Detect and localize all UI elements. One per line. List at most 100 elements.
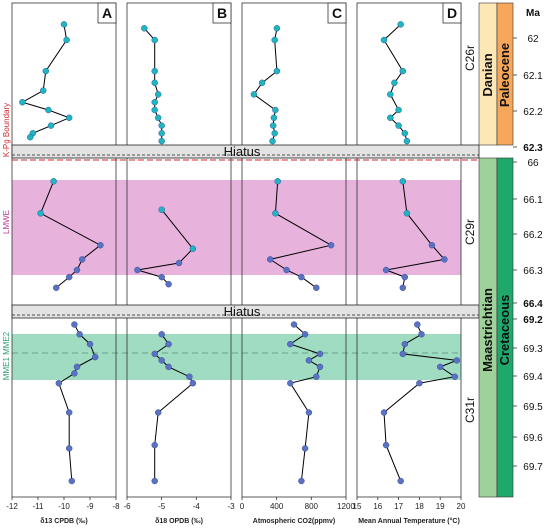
- data-point: [158, 206, 165, 213]
- data-point: [403, 137, 411, 145]
- x-axis-title-a: δ13 CPDB (‰): [40, 518, 87, 525]
- data-point: [141, 25, 148, 32]
- data-point: [269, 137, 276, 145]
- data-point: [298, 273, 305, 281]
- data-point: [154, 91, 162, 98]
- data-point: [71, 321, 78, 328]
- age-tick-label: 66.3: [523, 266, 543, 277]
- data-point: [273, 67, 281, 75]
- data-point: [73, 363, 81, 371]
- data-point: [401, 273, 408, 281]
- data-point: [301, 445, 309, 452]
- data-point: [453, 357, 460, 364]
- x-tick-label: 15: [353, 502, 362, 511]
- lmwe-label: LMWE: [2, 210, 11, 234]
- lmwe-band: [12, 180, 461, 275]
- epoch-label-cretaceous: Cretaceous: [497, 295, 512, 366]
- data-point: [290, 321, 298, 328]
- x-tick-label: 0: [240, 502, 245, 511]
- series-line: [253, 28, 278, 142]
- data-point: [42, 67, 49, 75]
- data-point: [165, 363, 172, 371]
- data-point: [71, 370, 78, 377]
- data-point: [40, 87, 47, 94]
- age-tick-label: 66.2: [523, 230, 543, 241]
- age-tick-label: 69.6: [523, 433, 543, 444]
- data-point: [298, 477, 305, 485]
- series-line: [383, 24, 408, 142]
- data-point: [272, 210, 279, 217]
- panel-letter-box: [97, 2, 117, 24]
- data-point: [418, 331, 425, 338]
- data-point: [387, 91, 394, 98]
- x-tick-label: 18: [415, 502, 424, 511]
- hiatus-label-upper: Hiatus: [224, 144, 261, 159]
- x-tick-label: 16: [373, 502, 382, 511]
- data-point: [151, 477, 158, 485]
- data-point: [428, 241, 436, 249]
- magnetochron-label: C26r: [463, 45, 477, 71]
- data-point: [73, 266, 81, 274]
- data-point: [50, 178, 57, 185]
- x-tick-label: 17: [394, 502, 403, 511]
- x-tick-label: -12: [6, 502, 18, 511]
- stage-label-danian: Danian: [480, 53, 495, 96]
- data-point: [316, 350, 324, 358]
- data-point: [65, 409, 73, 416]
- data-point: [401, 130, 408, 137]
- data-point: [91, 353, 99, 361]
- data-point: [68, 477, 76, 485]
- data-point: [154, 409, 162, 416]
- data-point: [391, 79, 398, 87]
- panel-d-series: [380, 21, 460, 485]
- x-tick-label: 400: [270, 502, 284, 511]
- data-point: [65, 114, 73, 122]
- data-point: [78, 256, 86, 263]
- hiatus-label-lower: Hiatus: [224, 304, 261, 319]
- age-tick-label: 66.4: [523, 299, 543, 310]
- data-point: [272, 106, 279, 114]
- data-point: [451, 373, 458, 380]
- data-point: [380, 409, 388, 416]
- data-point: [151, 79, 158, 87]
- data-point: [395, 106, 402, 114]
- age-tick-label: 69.4: [523, 372, 543, 383]
- panel-frame-c: [241, 2, 347, 498]
- data-point: [270, 114, 278, 122]
- x-axis-title-d: Mean Annual Temperature (°C): [358, 517, 460, 525]
- data-point: [27, 133, 34, 141]
- panel-c-series: [250, 25, 335, 485]
- data-point: [186, 373, 193, 380]
- data-point: [165, 281, 172, 288]
- data-point: [313, 284, 320, 291]
- data-point: [158, 122, 165, 129]
- panel-letter-a: A: [102, 5, 112, 21]
- x-axis-title-c: Atmospheric CO2(ppmv): [253, 518, 335, 525]
- data-point: [97, 241, 104, 249]
- age-tick-label: 69.3: [523, 344, 543, 355]
- data-point: [55, 380, 62, 387]
- x-tick-label: -6: [123, 502, 131, 511]
- x-tick-label: 1200: [337, 502, 355, 511]
- data-point: [271, 36, 278, 44]
- panel-frame-d: [356, 2, 462, 498]
- x-tick-label: -10: [58, 502, 70, 511]
- age-tick-label: 66: [527, 158, 539, 169]
- data-point: [437, 363, 444, 371]
- series-line: [153, 334, 194, 481]
- data-point: [399, 178, 406, 185]
- data-point: [19, 98, 26, 106]
- data-point: [395, 122, 402, 129]
- age-tick-label: 62.2: [523, 107, 543, 118]
- data-point: [151, 350, 158, 358]
- x-tick-label: 800: [305, 502, 319, 511]
- data-point: [189, 380, 197, 387]
- series-line: [21, 24, 71, 138]
- x-tick-label: -9: [86, 502, 94, 511]
- data-point: [151, 441, 158, 449]
- age-tick-label: 66.1: [523, 195, 543, 206]
- age-tick-label: 69.5: [523, 402, 543, 413]
- x-tick-label: -4: [193, 502, 201, 511]
